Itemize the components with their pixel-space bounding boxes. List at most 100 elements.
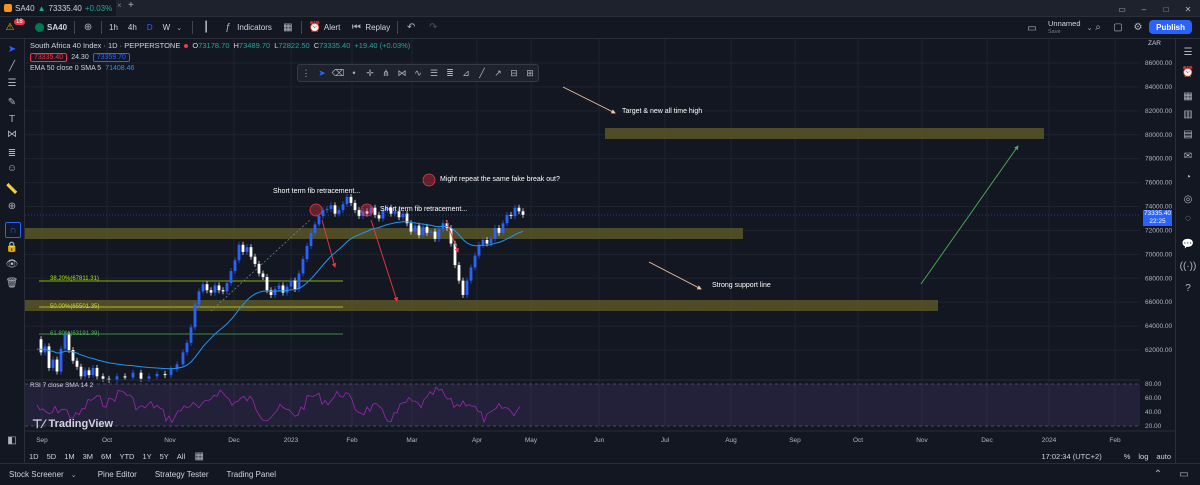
broadcast-icon[interactable]: ((·)) — [1179, 260, 1197, 272]
chart-area[interactable]: 86000.00 84000.00 82000.00 80000.00 78000.00… — [25, 39, 1175, 450]
pine-editor-tab[interactable]: Pine Editor — [89, 470, 146, 479]
trading-panel-tab[interactable]: Trading Panel — [218, 470, 286, 479]
indicators-button[interactable]: ƒ Indicators — [217, 17, 277, 38]
pitchfork-icon[interactable]: ⋔ — [382, 67, 390, 78]
publish-button[interactable]: Publish — [1149, 20, 1192, 34]
notifications-icon[interactable]: 💬 — [1181, 238, 1195, 250]
magnet-icon[interactable]: ∩ — [5, 222, 21, 238]
support-annotation[interactable]: Strong support line — [712, 282, 771, 289]
templates-button[interactable]: ▦ — [277, 17, 299, 38]
range-3m[interactable]: 3M — [82, 452, 94, 461]
help-icon[interactable]: ? — [1185, 282, 1191, 294]
maximize-panel-icon[interactable]: ▭ — [1179, 469, 1189, 480]
object-tree-icon[interactable]: ◧ — [7, 434, 17, 446]
interval-w[interactable]: W ⌄ — [158, 17, 191, 38]
range-1d[interactable]: 1D — [29, 452, 39, 461]
close-tab-icon[interactable]: × — [117, 1, 122, 10]
range-all[interactable]: All — [176, 452, 186, 461]
layout-name-button[interactable]: Unnamed Save — [1048, 20, 1081, 36]
browser-tab[interactable]: SA40 ▲ 73335.40 +0.03% — [0, 0, 116, 16]
ray-icon[interactable]: ╱ — [479, 67, 485, 78]
chats-icon[interactable]: ◌ — [1185, 212, 1191, 224]
symbol-title[interactable]: South Africa 40 Index · 1D · PEPPERSTONE — [30, 41, 181, 50]
interval-1h[interactable]: 1h — [104, 17, 123, 38]
logo-menu-button[interactable]: ⚠ 18 — [0, 17, 25, 38]
watchlist-icon[interactable]: ☰ — [1183, 46, 1193, 58]
range-6m[interactable]: 6M — [101, 452, 112, 461]
undo-button[interactable]: ↶ — [400, 17, 422, 38]
long-position-icon[interactable]: ⊟ — [510, 67, 518, 78]
minimize-icon[interactable]: – — [1141, 4, 1147, 14]
rsi-legend[interactable]: RSI 7 close SMA 14 2 — [30, 382, 94, 389]
short-position-icon[interactable]: ⊞ — [526, 67, 534, 78]
arrow-icon[interactable]: ↗ — [494, 67, 502, 78]
text-icon[interactable]: T — [8, 113, 16, 125]
search-icon[interactable]: ⌕ — [1095, 21, 1101, 33]
stock-screener-tab[interactable]: Stock Screener ⌄ — [0, 469, 89, 481]
data-window-icon[interactable]: ▦ — [1183, 90, 1193, 102]
buy-button[interactable]: 73359.70 — [92, 53, 130, 62]
cursor-icon[interactable]: ➤ — [318, 67, 326, 78]
emoji-icon[interactable]: ☺ — [6, 162, 18, 174]
fib-icon[interactable]: ≣ — [7, 147, 17, 159]
streams-icon[interactable]: ◎ — [1183, 193, 1193, 205]
alerts-clock-icon[interactable]: ⏰ — [1181, 66, 1195, 78]
ruler-icon[interactable]: 📏 — [5, 183, 19, 195]
auto-toggle[interactable]: auto — [1156, 452, 1171, 461]
sell-button[interactable]: 73335.40 — [30, 53, 68, 62]
ema-legend-row[interactable]: EMA 50 close 0 SMA 5 71408.46 — [30, 65, 410, 72]
chevron-down-icon[interactable]: ⌄ — [1086, 25, 1093, 32]
cursor-icon[interactable]: ➤ — [7, 43, 17, 55]
news-icon[interactable]: ✉ — [1183, 150, 1193, 162]
short-fib-annotation[interactable]: Short term fib retracement... — [273, 188, 361, 195]
layout-icon[interactable]: ▢ — [1113, 21, 1123, 33]
range-ytd[interactable]: YTD — [119, 452, 135, 461]
symbol-search-button[interactable]: SA40 — [30, 17, 72, 38]
hotlists-icon[interactable]: ▥ — [1183, 108, 1193, 120]
trend-line-icon[interactable]: ╱ — [8, 60, 16, 72]
elliott-wave-icon[interactable]: ∿ — [414, 67, 422, 78]
trash-icon[interactable]: 🗑 — [5, 277, 19, 289]
gann-icon[interactable]: ⊿ — [462, 67, 470, 78]
clock[interactable]: 17:02:34 (UTC+2) — [1041, 452, 1102, 461]
percent-toggle[interactable]: % — [1123, 452, 1131, 461]
short-fib-annotation-2[interactable]: Short term fib retracement... — [380, 206, 468, 213]
screenshot-icon[interactable]: ▭ — [1118, 4, 1126, 14]
interval-d[interactable]: D — [142, 17, 158, 38]
eraser-icon[interactable]: ⌫ — [331, 67, 345, 78]
ideas-icon[interactable]: ◔ — [1184, 171, 1192, 183]
layout-select-icon[interactable]: ▭ — [1027, 22, 1037, 34]
crosshair-icon[interactable]: ✛ — [366, 67, 374, 78]
interval-4h[interactable]: 4h — [123, 17, 142, 38]
chart-type-button[interactable]: ┃ — [195, 17, 217, 38]
range-5y[interactable]: 5Y — [159, 452, 169, 461]
maximize-icon[interactable]: □ — [1163, 4, 1169, 14]
pattern-icon[interactable]: ⋈ — [7, 128, 17, 140]
close-window-icon[interactable]: ✕ — [1184, 4, 1192, 14]
xabcd-pattern-icon[interactable]: ⋈ — [397, 67, 407, 78]
drag-handle-icon[interactable]: ⋮ — [301, 67, 311, 78]
collapse-panel-icon[interactable]: ⌃ — [1153, 469, 1163, 480]
fake-breakout-annotation[interactable]: Might repeat the same fake break out? — [440, 176, 560, 183]
alert-button[interactable]: ⏰ Alert — [304, 17, 345, 38]
compare-button[interactable]: ⊕ — [77, 17, 99, 38]
brush-icon[interactable]: ✎ — [7, 96, 17, 108]
horizontal-lines-icon[interactable]: ☰ — [7, 77, 17, 89]
range-1m[interactable]: 1M — [64, 452, 75, 461]
fib-retracement-icon[interactable]: ≣ — [446, 67, 454, 78]
calendar-icon[interactable]: ▤ — [1183, 128, 1193, 140]
calendar-range-icon[interactable]: ▦ — [194, 451, 204, 462]
range-1y[interactable]: 1Y — [142, 452, 152, 461]
settings-gear-icon[interactable]: ⚙ — [1133, 21, 1143, 33]
eye-icon[interactable]: 👁 — [5, 258, 19, 270]
dot-icon[interactable]: • — [352, 68, 356, 78]
strategy-tester-tab[interactable]: Strategy Tester — [146, 470, 218, 479]
new-tab-button[interactable]: + — [128, 0, 134, 11]
target-annotation[interactable]: Target & new all time high — [622, 108, 703, 115]
redo-button[interactable]: ↷ — [422, 17, 444, 38]
currency-label[interactable]: ZAR — [1148, 40, 1161, 47]
range-5d[interactable]: 5D — [46, 452, 57, 461]
fib-channel-icon[interactable]: ☰ — [429, 67, 439, 78]
log-toggle[interactable]: log — [1138, 452, 1149, 461]
zoom-icon[interactable]: ⊕ — [7, 200, 17, 212]
